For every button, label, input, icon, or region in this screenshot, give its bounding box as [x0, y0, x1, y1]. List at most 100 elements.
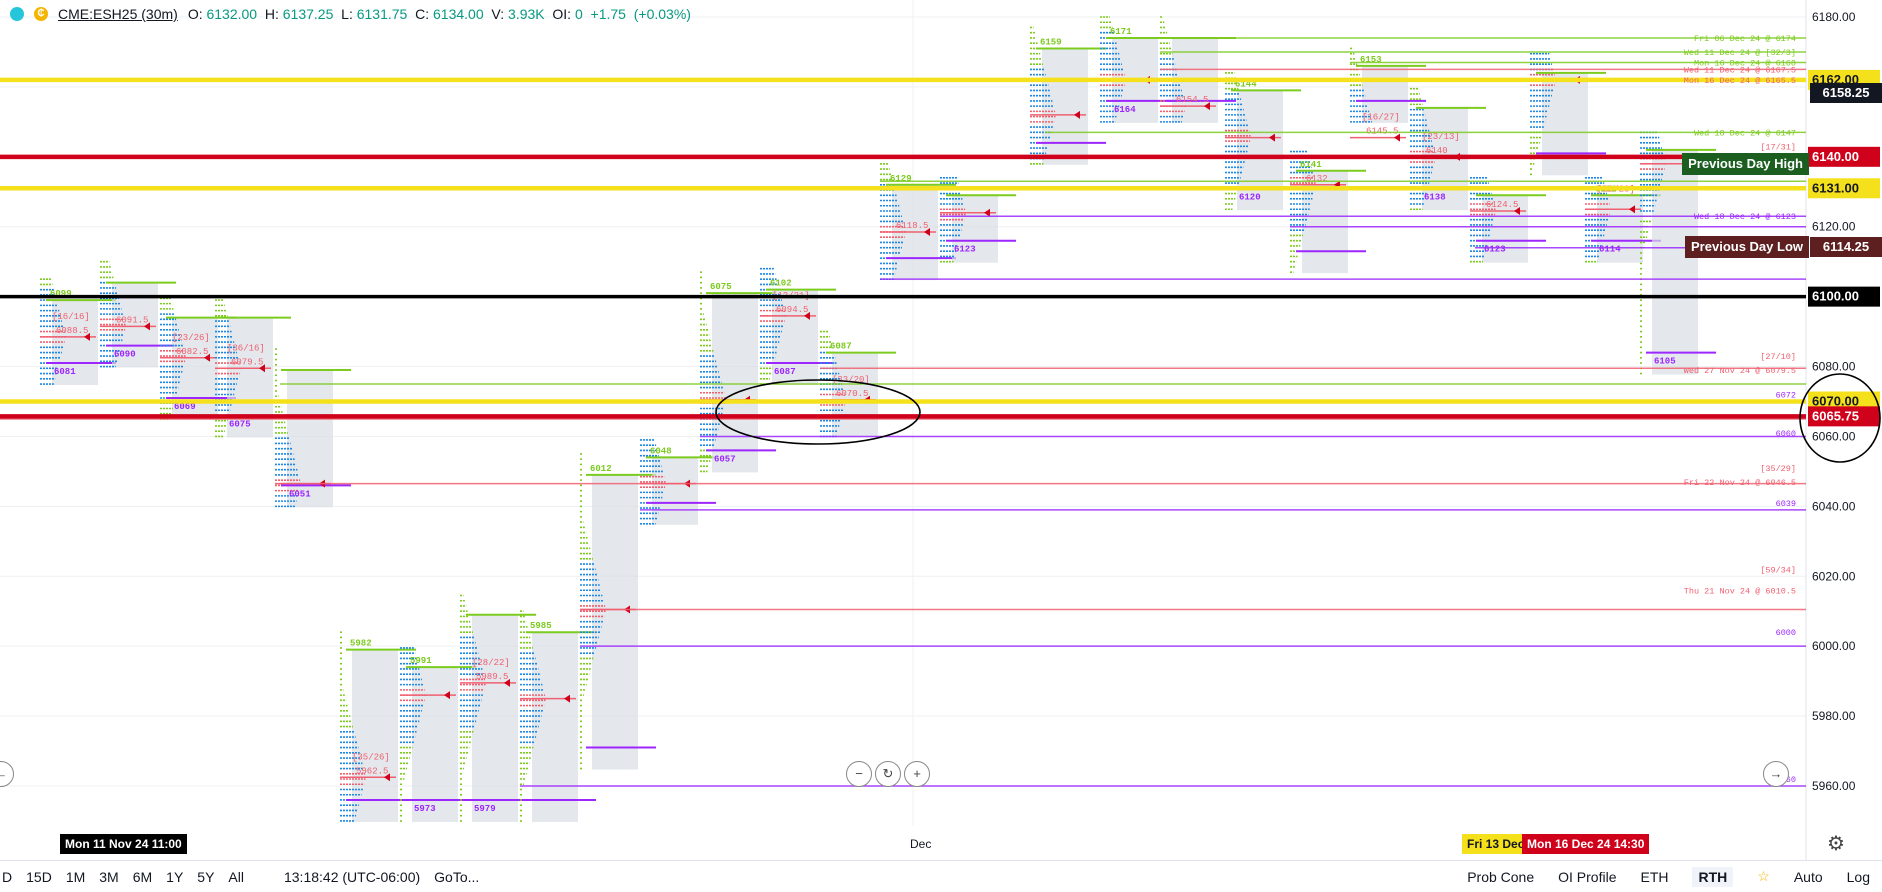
poc-label: 6091.5 — [116, 315, 148, 325]
poc-label: 5962.5 — [356, 766, 388, 776]
vah-label: 6099 — [50, 289, 72, 299]
poc-label: 6124.5 — [1486, 200, 1518, 210]
rth-button[interactable]: RTH — [1692, 866, 1734, 887]
value-area-shade — [412, 667, 458, 822]
vah-label: 6144 — [1235, 79, 1257, 89]
log-scale-button[interactable]: Log — [1846, 868, 1870, 885]
value-area-shade — [652, 457, 698, 525]
eth-button[interactable]: ETH — [1640, 868, 1669, 885]
val-label: 5973 — [414, 804, 436, 814]
auto-scale-button[interactable]: Auto — [1793, 868, 1823, 885]
oi-profile-button[interactable]: OI Profile — [1558, 868, 1617, 885]
previous-day-high-label: Previous Day High — [1682, 152, 1809, 175]
value-area-shade — [472, 614, 518, 822]
x-axis-month-label: Dec — [910, 837, 932, 851]
y-tick-label: 6120.00 — [1812, 220, 1856, 234]
poc-arrow-icon — [984, 208, 990, 217]
level-price-text: 6131.00 — [1812, 180, 1859, 195]
naked-level-label: [59/34] — [1760, 565, 1796, 575]
level-price-text: 6140.00 — [1812, 149, 1859, 164]
poc-arrow-icon — [84, 332, 90, 341]
prob-cone-button[interactable]: Prob Cone — [1467, 868, 1535, 885]
range-15d[interactable]: 15D — [26, 868, 52, 885]
crosshair-date-left: Mon 11 Nov 24 11:00 — [60, 834, 187, 854]
y-tick-label: 6060.00 — [1812, 429, 1856, 443]
range-all[interactable]: All — [228, 868, 244, 885]
chart-header: ₵ CME:ESH25 (30m) O: 6132.00 H: 6137.25 … — [0, 0, 691, 28]
val-label: 6114 — [1599, 245, 1621, 255]
poc-arrow-icon — [444, 691, 450, 700]
y-tick-label: 5960.00 — [1812, 779, 1856, 793]
vah-label: 6153 — [1360, 55, 1382, 65]
status-dot-icon — [10, 7, 24, 21]
vah-label: 6048 — [650, 446, 672, 456]
previous-day-low-label: Previous Day Low — [1685, 235, 1809, 258]
ratio-label: [16/27] — [1362, 113, 1400, 123]
naked-level-label: Wed 27 Nov 24 @ 6079.5 — [1684, 366, 1796, 376]
range-5y[interactable]: 5Y — [197, 868, 215, 885]
level-price-text: 6070.00 — [1812, 394, 1859, 409]
y-tick-label: 6020.00 — [1812, 569, 1856, 583]
poc-arrow-icon — [1514, 206, 1520, 215]
poc-arrow-icon — [1074, 110, 1080, 119]
val-label: 6105 — [1654, 357, 1676, 367]
price-chart[interactable]: 6180.006160.006140.006120.006100.006080.… — [0, 0, 1882, 860]
val-label: 6087 — [774, 367, 796, 377]
reset-zoom-icon[interactable]: ↻ — [875, 761, 901, 787]
clock-time[interactable]: 13:18:42 (UTC-06:00) — [283, 868, 421, 885]
poc-arrow-icon — [384, 773, 390, 782]
naked-level-label: Thu 21 Nov 24 @ 6010.5 — [1684, 586, 1796, 596]
value-area-shade — [287, 370, 333, 508]
star-icon[interactable]: ☆ — [1757, 868, 1770, 884]
value-area-shade — [352, 649, 398, 822]
poc-arrow-icon — [804, 311, 810, 320]
hand-drawn-circle — [1799, 373, 1881, 463]
poc-arrow-icon — [924, 227, 930, 236]
zoom-out-icon[interactable]: − — [846, 761, 872, 787]
symbol-label[interactable]: CME:ESH25 (30m) — [58, 6, 178, 22]
poc-label: 5989.5 — [476, 672, 508, 682]
range-6m[interactable]: 6M — [132, 868, 153, 885]
level-price-tag — [1808, 406, 1880, 427]
vah-label: 5982 — [350, 639, 372, 649]
naked-level-label: 6000 — [1776, 628, 1796, 638]
value-area-shade — [1597, 195, 1643, 263]
last-price-marker: 6158.25 — [1810, 83, 1882, 104]
level-price-text: 6065.75 — [1812, 408, 1859, 423]
value-area-shade — [532, 632, 578, 822]
level-price-tag — [1808, 178, 1880, 199]
scroll-right-icon[interactable]: → — [1763, 761, 1789, 787]
val-label: 6123 — [1484, 245, 1506, 255]
range-1m[interactable]: 1M — [65, 868, 86, 885]
naked-level-label: Wed 18 Dec 24 @ 6147 — [1694, 128, 1796, 138]
value-area-shade — [1542, 72, 1588, 176]
naked-level-label: [17/31] — [1760, 142, 1796, 152]
range-1y[interactable]: 1Y — [166, 868, 184, 885]
level-price-tag — [1808, 286, 1880, 307]
val-label: 6120 — [1239, 192, 1261, 202]
val-label: 6051 — [289, 489, 311, 499]
naked-level-label: 6060 — [1776, 429, 1796, 439]
goto-button[interactable]: GoTo... — [434, 868, 480, 885]
naked-level-label: 6039 — [1776, 499, 1796, 509]
naked-level-label: [35/29] — [1760, 464, 1796, 474]
zoom-in-icon[interactable]: + — [904, 761, 930, 787]
y-tick-label: 5980.00 — [1812, 709, 1856, 723]
ratio-label: [28/22] — [472, 658, 510, 668]
ohlc-values: O: 6132.00 H: 6137.25 L: 6131.75 C: 6134… — [187, 6, 691, 22]
naked-level-label: Mon 16 Dec 24 @ 6165.5 — [1684, 76, 1796, 86]
vah-label: 6141 — [1300, 160, 1322, 170]
ratio-label: [35/26] — [352, 752, 390, 762]
val-label: 6081 — [54, 367, 76, 377]
settings-gear-icon[interactable]: ⚙ — [1827, 833, 1845, 855]
val-label: 6123 — [954, 245, 976, 255]
poc-label: 6132 — [1306, 174, 1328, 184]
range-3m[interactable]: 3M — [99, 868, 119, 885]
naked-level-label: Mon 16 Dec 24 @ 6168 — [1694, 58, 1796, 68]
range-d[interactable]: D — [2, 868, 13, 885]
vah-label: 6129 — [890, 174, 912, 184]
hand-drawn-circle — [715, 379, 921, 445]
poc-arrow-icon — [504, 678, 510, 687]
val-label: 6138 — [1424, 192, 1446, 202]
poc-label: 6088.5 — [56, 326, 88, 336]
